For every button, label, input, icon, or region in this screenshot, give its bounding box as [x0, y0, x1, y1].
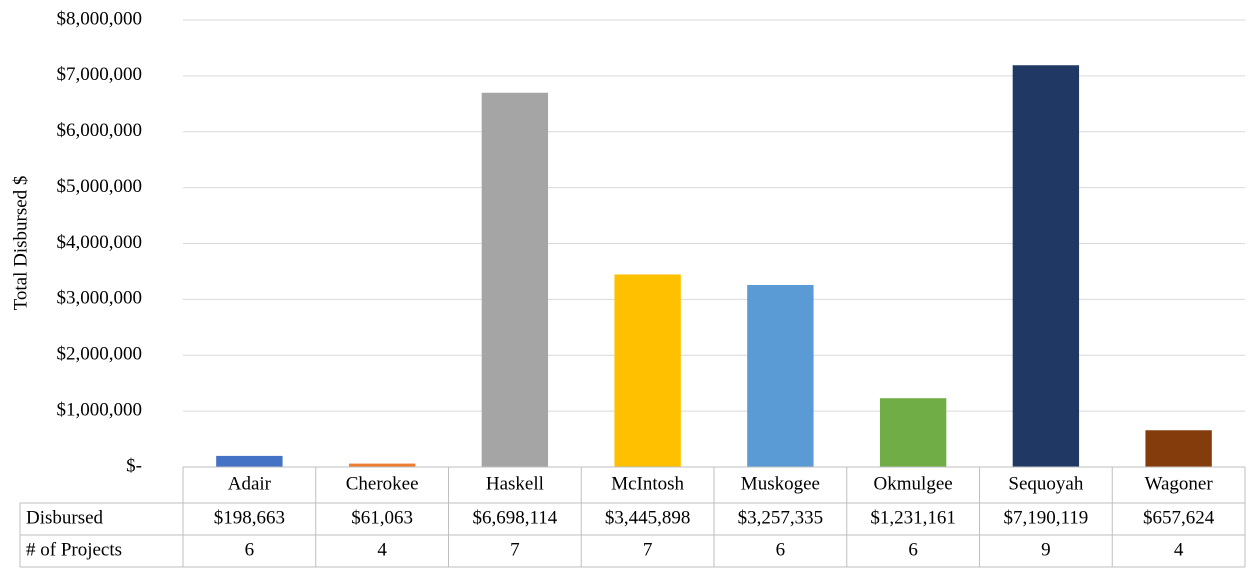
x-tick-label: Sequoyah	[1008, 473, 1083, 494]
y-tick-label: $6,000,000	[57, 120, 143, 141]
table-value: $1,231,161	[870, 507, 956, 528]
y-tick-label: $2,000,000	[57, 344, 143, 365]
table-value: $61,063	[351, 507, 413, 528]
table-value: $3,257,335	[738, 507, 824, 528]
y-tick-label: $7,000,000	[57, 64, 143, 85]
table-value: 6	[245, 539, 255, 560]
bar	[348, 463, 416, 467]
y-tick-label: $4,000,000	[57, 232, 143, 253]
table-value: $6,698,114	[472, 507, 557, 528]
bar	[481, 92, 549, 467]
y-tick-label: $1,000,000	[57, 399, 143, 420]
table-value: $198,663	[214, 507, 285, 528]
bar	[879, 398, 947, 467]
bar	[1012, 65, 1080, 467]
y-tick-label: $5,000,000	[57, 176, 143, 197]
bar	[216, 455, 283, 467]
x-tick-label: Haskell	[486, 473, 544, 494]
table-value: $7,190,119	[1003, 507, 1088, 528]
bar	[747, 284, 814, 467]
y-tick-label: $8,000,000	[57, 8, 143, 29]
table-value: $3,445,898	[605, 507, 691, 528]
table-value: 4	[1174, 539, 1184, 560]
y-tick-label: $-	[126, 455, 142, 476]
x-tick-label: McIntosh	[611, 473, 684, 494]
x-tick-label: Okmulgee	[874, 473, 953, 494]
x-tick-label: Muskogee	[741, 473, 820, 494]
x-tick-label: Wagoner	[1145, 473, 1214, 494]
table-value: 6	[776, 539, 786, 560]
table-value: 4	[377, 539, 387, 560]
table-row-label: Disbursed	[26, 507, 104, 528]
bar	[614, 274, 681, 467]
x-tick-label: Adair	[228, 473, 272, 494]
y-tick-label: $3,000,000	[57, 288, 143, 309]
x-tick-label: Cherokee	[346, 473, 419, 494]
table-value: 7	[643, 539, 653, 560]
table-value: 7	[510, 539, 520, 560]
table-value: 6	[908, 539, 918, 560]
table-value: $657,624	[1143, 507, 1215, 528]
y-axis-label: Total Disbursed $	[10, 176, 31, 311]
bar	[1145, 430, 1212, 467]
table-value: 9	[1041, 539, 1051, 560]
table-row-label: # of Projects	[26, 539, 122, 560]
